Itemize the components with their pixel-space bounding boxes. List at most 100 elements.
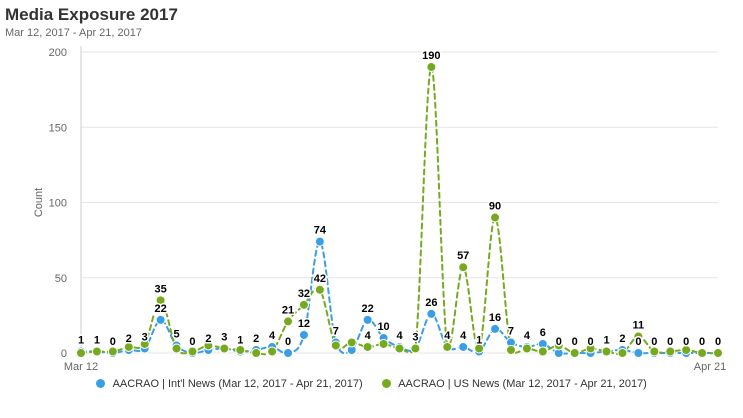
data-label: 4 bbox=[524, 330, 531, 342]
data-label: 1 bbox=[237, 334, 243, 346]
data-point-us bbox=[649, 346, 660, 357]
data-point-intl bbox=[314, 236, 325, 247]
data-point-us bbox=[91, 346, 102, 357]
data-label: 22 bbox=[155, 303, 167, 315]
data-label: 0 bbox=[285, 336, 291, 348]
data-label: 0 bbox=[635, 336, 641, 348]
y-tick-label: 150 bbox=[49, 122, 67, 134]
data-label: 10 bbox=[377, 321, 389, 333]
data-point-intl bbox=[298, 329, 309, 340]
data-label: 4 bbox=[269, 330, 276, 342]
data-point-us bbox=[155, 295, 166, 306]
data-point-us bbox=[521, 343, 532, 354]
legend-label-intl: AACRAO | Int'l News (Mar 12, 2017 - Apr … bbox=[112, 378, 363, 390]
data-point-intl bbox=[155, 314, 166, 325]
data-point-us bbox=[283, 316, 294, 327]
data-label: 1 bbox=[78, 334, 84, 346]
data-label: 74 bbox=[314, 225, 327, 237]
data-label: 4 bbox=[365, 330, 372, 342]
data-point-intl bbox=[283, 348, 294, 358]
data-point-us bbox=[139, 338, 150, 349]
data-label: 0 bbox=[699, 336, 705, 348]
data-point-us bbox=[314, 284, 325, 295]
data-point-us bbox=[187, 346, 198, 357]
data-label: 6 bbox=[540, 327, 546, 339]
data-point-us bbox=[330, 340, 341, 351]
data-label: 32 bbox=[298, 288, 310, 300]
data-point-us bbox=[219, 343, 230, 354]
data-label: 0 bbox=[572, 336, 578, 348]
data-point-us bbox=[474, 343, 485, 354]
data-point-us bbox=[633, 331, 644, 342]
legend-item-us[interactable]: AACRAO | US News (Mar 12, 2017 - Apr 21,… bbox=[381, 378, 647, 390]
data-point-us bbox=[107, 346, 118, 357]
data-label: 35 bbox=[155, 283, 167, 295]
data-label: 0 bbox=[189, 336, 195, 348]
data-label: 0 bbox=[715, 336, 721, 348]
legend-marker-intl bbox=[96, 379, 106, 388]
data-point-us bbox=[203, 340, 214, 351]
data-point-intl bbox=[633, 348, 644, 358]
data-point-us bbox=[553, 340, 564, 351]
data-point-us bbox=[410, 343, 421, 354]
data-label: 190 bbox=[422, 50, 440, 62]
data-label: 0 bbox=[667, 336, 673, 348]
data-point-intl bbox=[458, 341, 469, 352]
data-point-us bbox=[458, 262, 469, 273]
data-point-us bbox=[171, 343, 182, 354]
y-tick-label: 200 bbox=[49, 47, 67, 59]
data-label: 7 bbox=[508, 325, 514, 337]
data-label: 11 bbox=[633, 319, 645, 331]
data-point-us bbox=[505, 344, 516, 355]
chart-subtitle: Mar 12, 2017 - Apr 21, 2017 bbox=[5, 27, 142, 39]
data-point-intl bbox=[362, 314, 373, 325]
data-label: 26 bbox=[425, 297, 437, 309]
data-label: 5 bbox=[173, 328, 179, 340]
data-point-us bbox=[251, 348, 262, 358]
data-label: 1 bbox=[476, 334, 482, 346]
y-tick-label: 100 bbox=[49, 198, 67, 210]
data-point-us bbox=[442, 341, 453, 352]
data-point-us bbox=[713, 348, 723, 358]
data-label: 2 bbox=[619, 333, 625, 345]
data-label: 4 bbox=[444, 330, 451, 342]
series-line-us bbox=[80, 66, 719, 356]
x-tick-label: Apr 21 bbox=[694, 361, 726, 373]
data-label: 42 bbox=[314, 273, 326, 285]
chart-title: Media Exposure 2017 bbox=[5, 5, 178, 24]
data-point-us bbox=[681, 344, 692, 355]
data-label: 1 bbox=[94, 334, 100, 346]
data-point-us bbox=[585, 343, 596, 354]
data-label: 2 bbox=[126, 333, 132, 345]
data-point-us bbox=[235, 344, 246, 355]
data-point-us bbox=[665, 346, 676, 357]
data-label: 7 bbox=[333, 325, 339, 337]
data-point-us bbox=[346, 337, 357, 348]
legend-marker-us bbox=[381, 379, 391, 388]
data-label: 3 bbox=[221, 331, 227, 343]
legend-label-us: AACRAO | US News (Mar 12, 2017 - Apr 21,… bbox=[398, 378, 647, 390]
data-label: 0 bbox=[683, 336, 689, 348]
data-point-us bbox=[298, 299, 309, 310]
data-label: 57 bbox=[457, 250, 469, 262]
data-label: 90 bbox=[489, 201, 501, 213]
data-point-us bbox=[123, 341, 134, 352]
data-point-us bbox=[490, 212, 501, 223]
data-point-us bbox=[601, 346, 612, 357]
data-point-us bbox=[569, 348, 580, 358]
data-label: 21 bbox=[282, 304, 294, 316]
data-label: 1 bbox=[603, 334, 609, 346]
data-label: 22 bbox=[362, 303, 374, 315]
data-point-us bbox=[267, 346, 278, 357]
data-point-us bbox=[362, 341, 373, 352]
data-point-us bbox=[378, 338, 389, 349]
data-point-intl bbox=[426, 308, 437, 319]
data-point-us bbox=[426, 62, 437, 73]
y-tick-label: 0 bbox=[61, 348, 67, 360]
data-label: 3 bbox=[142, 331, 148, 343]
data-label: 4 bbox=[460, 330, 467, 342]
data-point-intl bbox=[490, 323, 501, 334]
data-label: 4 bbox=[396, 330, 403, 342]
legend-item-intl[interactable]: AACRAO | Int'l News (Mar 12, 2017 - Apr … bbox=[96, 378, 363, 390]
